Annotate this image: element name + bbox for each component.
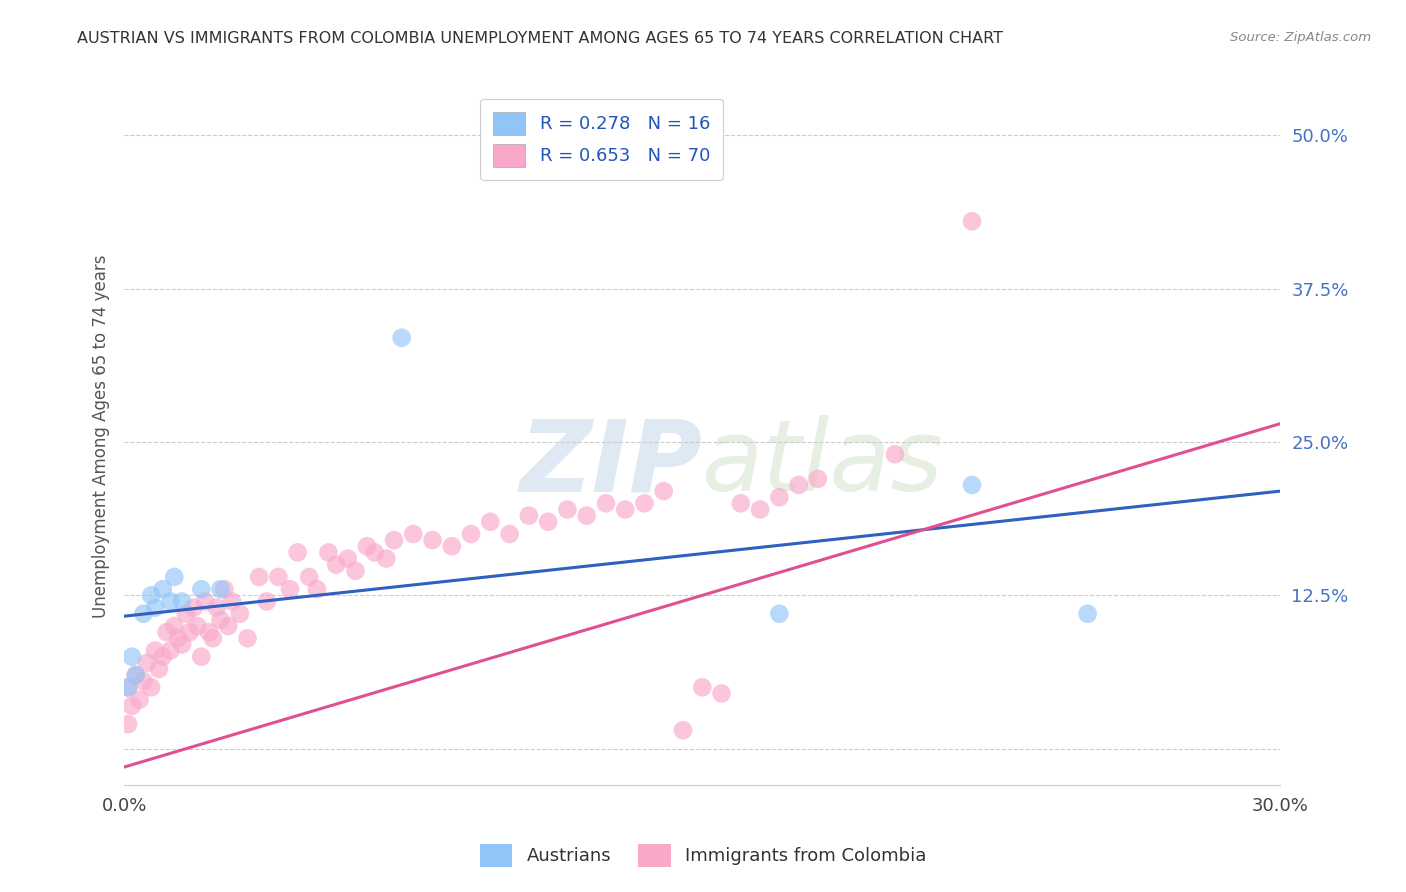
Point bbox=[690, 681, 713, 695]
Point bbox=[479, 515, 502, 529]
Point bbox=[325, 558, 347, 572]
Point bbox=[440, 539, 463, 553]
Point bbox=[143, 600, 166, 615]
Point bbox=[132, 607, 155, 621]
Point bbox=[267, 570, 290, 584]
Point bbox=[117, 717, 139, 731]
Legend: R = 0.278   N = 16, R = 0.653   N = 70: R = 0.278 N = 16, R = 0.653 N = 70 bbox=[479, 99, 723, 179]
Point bbox=[152, 582, 174, 597]
Point bbox=[247, 570, 270, 584]
Point bbox=[194, 594, 217, 608]
Point bbox=[163, 570, 186, 584]
Point bbox=[229, 607, 252, 621]
Point bbox=[595, 496, 617, 510]
Y-axis label: Unemployment Among Ages 65 to 74 years: Unemployment Among Ages 65 to 74 years bbox=[93, 254, 110, 617]
Point bbox=[960, 478, 983, 492]
Text: AUSTRIAN VS IMMIGRANTS FROM COLOMBIA UNEMPLOYMENT AMONG AGES 65 TO 74 YEARS CORR: AUSTRIAN VS IMMIGRANTS FROM COLOMBIA UNE… bbox=[77, 31, 1004, 46]
Point bbox=[356, 539, 378, 553]
Legend: Austrians, Immigrants from Colombia: Austrians, Immigrants from Colombia bbox=[472, 837, 934, 874]
Point bbox=[633, 496, 655, 510]
Point bbox=[672, 723, 695, 738]
Point bbox=[517, 508, 540, 523]
Point bbox=[121, 649, 143, 664]
Point bbox=[375, 551, 398, 566]
Point bbox=[128, 692, 150, 706]
Point bbox=[768, 490, 790, 504]
Point bbox=[125, 668, 148, 682]
Point bbox=[214, 582, 236, 597]
Point bbox=[807, 472, 830, 486]
Point bbox=[557, 502, 579, 516]
Point bbox=[170, 594, 193, 608]
Point bbox=[537, 515, 560, 529]
Text: Source: ZipAtlas.com: Source: ZipAtlas.com bbox=[1230, 31, 1371, 45]
Point bbox=[787, 478, 810, 492]
Point bbox=[768, 607, 790, 621]
Text: atlas: atlas bbox=[702, 416, 943, 512]
Point bbox=[382, 533, 405, 548]
Point bbox=[125, 668, 148, 682]
Point bbox=[163, 619, 186, 633]
Point bbox=[183, 600, 205, 615]
Point bbox=[884, 447, 907, 461]
Point bbox=[143, 643, 166, 657]
Point bbox=[141, 588, 163, 602]
Point bbox=[141, 681, 163, 695]
Point bbox=[186, 619, 208, 633]
Point bbox=[132, 674, 155, 689]
Point bbox=[278, 582, 301, 597]
Point bbox=[460, 527, 482, 541]
Point bbox=[179, 625, 201, 640]
Point bbox=[391, 331, 413, 345]
Point bbox=[198, 625, 221, 640]
Point bbox=[614, 502, 637, 516]
Point bbox=[167, 632, 190, 646]
Point bbox=[402, 527, 425, 541]
Point bbox=[217, 619, 239, 633]
Point bbox=[121, 698, 143, 713]
Point bbox=[190, 649, 212, 664]
Point bbox=[256, 594, 278, 608]
Point bbox=[305, 582, 328, 597]
Point bbox=[575, 508, 598, 523]
Point bbox=[221, 594, 243, 608]
Point bbox=[960, 214, 983, 228]
Point bbox=[236, 632, 259, 646]
Point bbox=[174, 607, 197, 621]
Point bbox=[1077, 607, 1099, 621]
Point bbox=[170, 637, 193, 651]
Point bbox=[498, 527, 520, 541]
Point bbox=[209, 582, 232, 597]
Point bbox=[201, 632, 224, 646]
Point bbox=[298, 570, 321, 584]
Text: ZIP: ZIP bbox=[519, 416, 702, 512]
Point bbox=[336, 551, 359, 566]
Point bbox=[652, 484, 675, 499]
Point bbox=[730, 496, 752, 510]
Point bbox=[136, 656, 159, 670]
Point bbox=[344, 564, 367, 578]
Point bbox=[190, 582, 212, 597]
Point bbox=[159, 643, 181, 657]
Point bbox=[117, 681, 139, 695]
Point bbox=[287, 545, 309, 559]
Point bbox=[209, 613, 232, 627]
Point bbox=[159, 594, 181, 608]
Point bbox=[152, 649, 174, 664]
Point bbox=[318, 545, 340, 559]
Point bbox=[749, 502, 772, 516]
Point bbox=[422, 533, 444, 548]
Point bbox=[148, 662, 170, 676]
Point bbox=[710, 686, 733, 700]
Point bbox=[364, 545, 387, 559]
Point bbox=[155, 625, 177, 640]
Point bbox=[117, 681, 139, 695]
Point bbox=[205, 600, 228, 615]
